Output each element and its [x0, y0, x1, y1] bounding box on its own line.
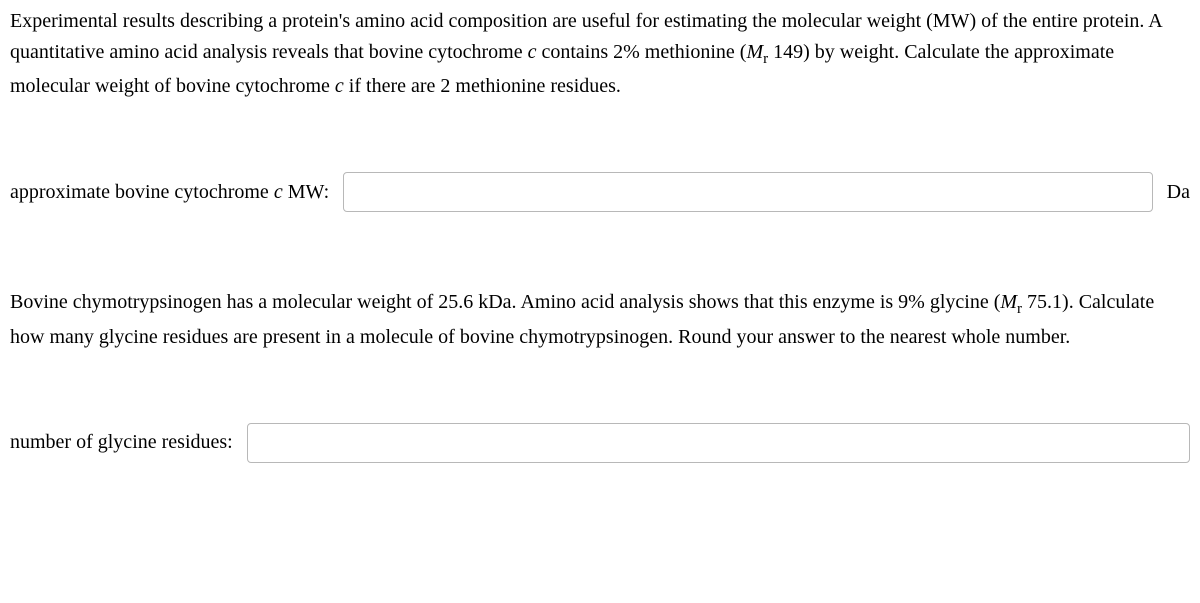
q1-italic-c: c [528, 41, 537, 63]
q1-italic-c2: c [335, 75, 344, 97]
answer-row-2: number of glycine residues: [10, 423, 1190, 463]
q1-text-b: contains 2% methionine ( [537, 41, 747, 63]
cytochrome-mw-input[interactable] [343, 172, 1152, 212]
q1-text-e: if there are 2 methionine residues. [344, 75, 621, 97]
q1-mr-m: M [746, 41, 763, 63]
answer-1-unit: Da [1167, 181, 1190, 204]
answer-1-label: approximate bovine cytochrome c MW: [10, 181, 329, 204]
q2-mr-m: M [1000, 291, 1017, 313]
answer-1-label-c: c [274, 181, 283, 203]
glycine-residues-input[interactable] [247, 423, 1190, 463]
answer-1-label-b: MW: [283, 181, 329, 203]
answer-1-label-a: approximate bovine cytochrome [10, 181, 274, 203]
question-2-text: Bovine chymotrypsinogen has a molecular … [10, 287, 1190, 352]
answer-row-1: approximate bovine cytochrome c MW: Da [10, 172, 1190, 212]
answer-2-label: number of glycine residues: [10, 431, 233, 454]
question-1-text: Experimental results describing a protei… [10, 6, 1190, 102]
q2-text-a: Bovine chymotrypsinogen has a molecular … [10, 291, 1000, 313]
